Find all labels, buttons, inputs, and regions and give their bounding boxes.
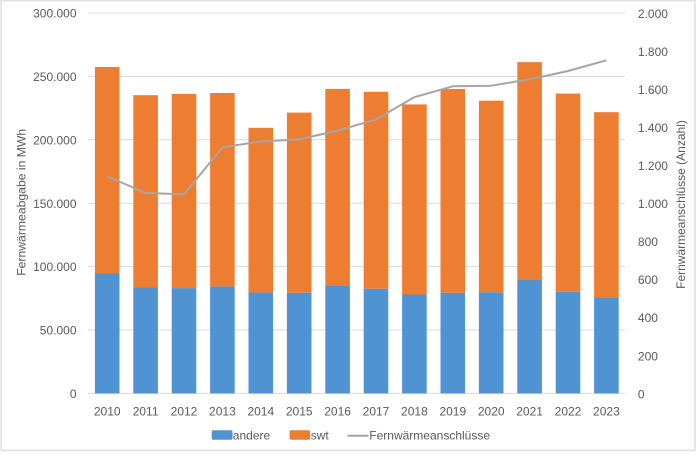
svg-text:100.000: 100.000 bbox=[33, 260, 77, 274]
svg-text:0: 0 bbox=[638, 387, 645, 401]
svg-text:200.000: 200.000 bbox=[33, 133, 77, 147]
svg-text:2018: 2018 bbox=[401, 405, 428, 419]
svg-text:Fernwärmeabgabe in MWh: Fernwärmeabgabe in MWh bbox=[15, 129, 29, 276]
svg-text:andere: andere bbox=[233, 429, 271, 443]
svg-text:2016: 2016 bbox=[324, 405, 351, 419]
svg-text:2014: 2014 bbox=[247, 405, 274, 419]
svg-text:Fernwärmeanschlüsse: Fernwärmeanschlüsse bbox=[369, 429, 490, 443]
svg-text:800: 800 bbox=[638, 235, 658, 249]
svg-text:2012: 2012 bbox=[171, 405, 198, 419]
svg-text:600: 600 bbox=[638, 273, 658, 287]
svg-text:1.800: 1.800 bbox=[638, 45, 668, 59]
svg-text:400: 400 bbox=[638, 311, 658, 325]
svg-text:50.000: 50.000 bbox=[40, 324, 77, 338]
svg-text:2020: 2020 bbox=[478, 405, 505, 419]
svg-text:2013: 2013 bbox=[209, 405, 236, 419]
svg-text:200: 200 bbox=[638, 349, 658, 363]
svg-text:250.000: 250.000 bbox=[33, 70, 77, 84]
svg-text:1.400: 1.400 bbox=[638, 121, 668, 135]
svg-text:2023: 2023 bbox=[593, 405, 620, 419]
svg-text:300.000: 300.000 bbox=[33, 7, 77, 21]
svg-text:2011: 2011 bbox=[133, 405, 159, 419]
svg-text:Fernwärmeanschlüsse (Anzahl): Fernwärmeanschlüsse (Anzahl) bbox=[674, 120, 688, 289]
svg-text:150.000: 150.000 bbox=[33, 197, 77, 211]
svg-text:1.600: 1.600 bbox=[638, 83, 668, 97]
svg-text:1.200: 1.200 bbox=[638, 159, 668, 173]
svg-text:2.000: 2.000 bbox=[638, 7, 668, 21]
svg-text:swt: swt bbox=[311, 429, 330, 443]
svg-text:2010: 2010 bbox=[94, 405, 121, 419]
svg-text:2015: 2015 bbox=[286, 405, 313, 419]
svg-text:2021: 2021 bbox=[516, 405, 543, 419]
svg-text:1.000: 1.000 bbox=[638, 197, 668, 211]
svg-text:2019: 2019 bbox=[439, 405, 466, 419]
svg-text:0: 0 bbox=[70, 387, 77, 401]
svg-text:2017: 2017 bbox=[363, 405, 390, 419]
svg-text:2022: 2022 bbox=[555, 405, 582, 419]
